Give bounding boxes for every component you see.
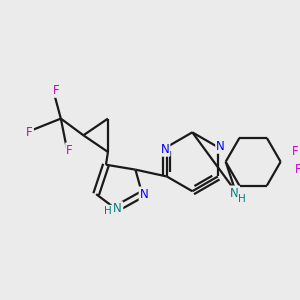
Text: N: N	[216, 140, 225, 153]
Text: F: F	[292, 146, 299, 158]
Text: H: H	[238, 194, 246, 204]
Text: F: F	[26, 126, 33, 139]
Text: F: F	[66, 143, 73, 157]
Text: F: F	[295, 163, 300, 176]
Text: N: N	[230, 187, 239, 200]
Text: N: N	[160, 142, 169, 155]
Text: N: N	[113, 202, 122, 215]
Text: N: N	[140, 188, 148, 201]
Text: F: F	[52, 84, 59, 97]
Text: H: H	[104, 206, 112, 216]
